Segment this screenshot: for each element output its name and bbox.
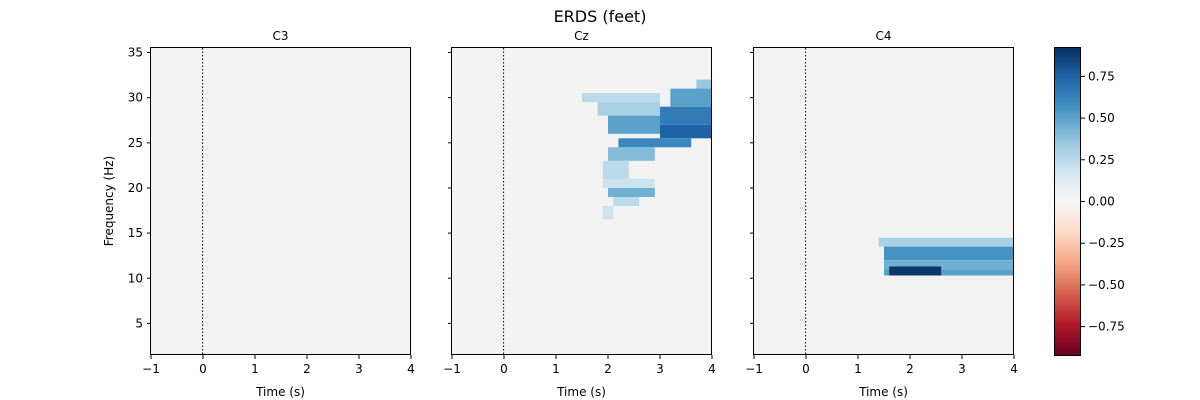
colorbar-gradient — [1054, 47, 1081, 356]
heatmap-cell — [696, 79, 712, 89]
figure-title: ERDS (feet) — [554, 7, 647, 26]
heatmap-cell — [608, 115, 660, 134]
y-tick-label: 25 — [128, 136, 143, 150]
x-tick-label: 4 — [407, 362, 415, 376]
plot-frame-c4 — [753, 47, 1014, 355]
heatmap-cell — [884, 246, 1014, 261]
colorbar-tick-label: −0.75 — [1088, 320, 1125, 334]
plot-frame-c3 — [150, 47, 411, 355]
colorbar: 0.75 0.50 0.25 0.00 −0.25 −0.50 −0.75 — [1054, 47, 1125, 356]
x-tick-label: 2 — [906, 362, 914, 376]
heatmap-cell — [878, 237, 1014, 247]
colorbar-ticks: 0.75 0.50 0.25 0.00 −0.25 −0.50 −0.75 — [1081, 69, 1125, 334]
x-tick-label: 0 — [500, 362, 508, 376]
colorbar-tick-label: 0.25 — [1088, 153, 1115, 167]
x-axis-cz: −1 0 1 2 3 4 — [443, 355, 716, 376]
colorbar-tick-label: 0.50 — [1088, 111, 1115, 125]
x-tick-label: 3 — [656, 362, 664, 376]
x-axis-label-cz: Time (s) — [556, 385, 606, 399]
heatmap-cell — [670, 88, 712, 107]
y-axis-cz — [448, 52, 452, 324]
heatmap-cell — [597, 102, 660, 116]
x-tick-label: 3 — [355, 362, 363, 376]
panel-title-c3: C3 — [272, 29, 288, 43]
heatmap-cell — [884, 269, 1014, 276]
x-tick-label: −1 — [142, 362, 160, 376]
x-tick-label: −1 — [443, 362, 461, 376]
panel-title-cz: Cz — [574, 29, 589, 43]
heatmap-cell — [602, 160, 629, 179]
colorbar-tick-label: 0.75 — [1088, 69, 1115, 83]
x-tick-label: 1 — [552, 362, 560, 376]
y-tick-label: 15 — [128, 226, 143, 240]
x-tick-label: 3 — [958, 362, 966, 376]
y-axis-c4 — [750, 52, 754, 324]
y-axis-label: Frequency (Hz) — [102, 156, 116, 247]
heatmap-cells-c4 — [754, 48, 1014, 355]
heatmap-cell — [608, 188, 655, 197]
y-tick-label: 20 — [128, 181, 143, 195]
heatmap-cell — [660, 124, 712, 139]
colorbar-tick-label: 0.00 — [1088, 195, 1115, 209]
y-axis-c3: 5 10 15 20 25 30 35 — [128, 46, 151, 330]
x-axis-c3: −1 0 1 2 3 4 — [142, 355, 415, 376]
heatmap-cell — [608, 147, 655, 161]
x-tick-label: 1 — [251, 362, 259, 376]
x-tick-label: 1 — [854, 362, 862, 376]
colorbar-tick-label: −0.25 — [1088, 236, 1125, 250]
y-tick-label: 35 — [128, 46, 143, 60]
panel-title-c4: C4 — [875, 29, 891, 43]
x-axis-c4: −1 0 1 2 3 4 — [745, 355, 1018, 376]
x-axis-label-c3: Time (s) — [255, 385, 305, 399]
panel-c3: C3 −1 0 1 2 3 4 5 10 15 20 25 30 35 Time (s) Freque… — [102, 29, 415, 399]
y-tick-label: 30 — [128, 91, 143, 105]
heatmap-background — [754, 48, 1014, 355]
heatmap-cell — [884, 260, 1014, 270]
x-tick-label: 0 — [802, 362, 810, 376]
colorbar-tick-label: −0.50 — [1088, 278, 1125, 292]
heatmap-cell — [582, 93, 660, 103]
heatmap-cell — [660, 106, 712, 125]
x-tick-label: −1 — [745, 362, 763, 376]
heatmap-cell — [602, 206, 614, 220]
x-tick-label: 2 — [303, 362, 311, 376]
x-tick-label: 0 — [199, 362, 207, 376]
heatmap-cells-c3 — [151, 48, 411, 355]
heatmap-background — [151, 48, 411, 355]
panel-c4: C4 −1 0 1 2 3 4 Time (s) — [745, 29, 1018, 399]
x-tick-label: 2 — [604, 362, 612, 376]
heatmap-cells-cz — [452, 48, 712, 355]
y-tick-label: 10 — [128, 271, 143, 285]
heatmap-cell — [889, 266, 942, 276]
x-axis-label-c4: Time (s) — [858, 385, 908, 399]
heatmap-cell — [613, 197, 640, 206]
x-tick-label: 4 — [1010, 362, 1018, 376]
heatmap-cell — [618, 138, 692, 148]
x-tick-label: 4 — [708, 362, 716, 376]
panel-cz: Cz −1 0 1 2 3 4 Time (s) — [443, 29, 716, 399]
plot-frame-cz — [451, 47, 712, 355]
y-tick-label: 5 — [135, 316, 143, 330]
heatmap-cell — [602, 178, 655, 188]
